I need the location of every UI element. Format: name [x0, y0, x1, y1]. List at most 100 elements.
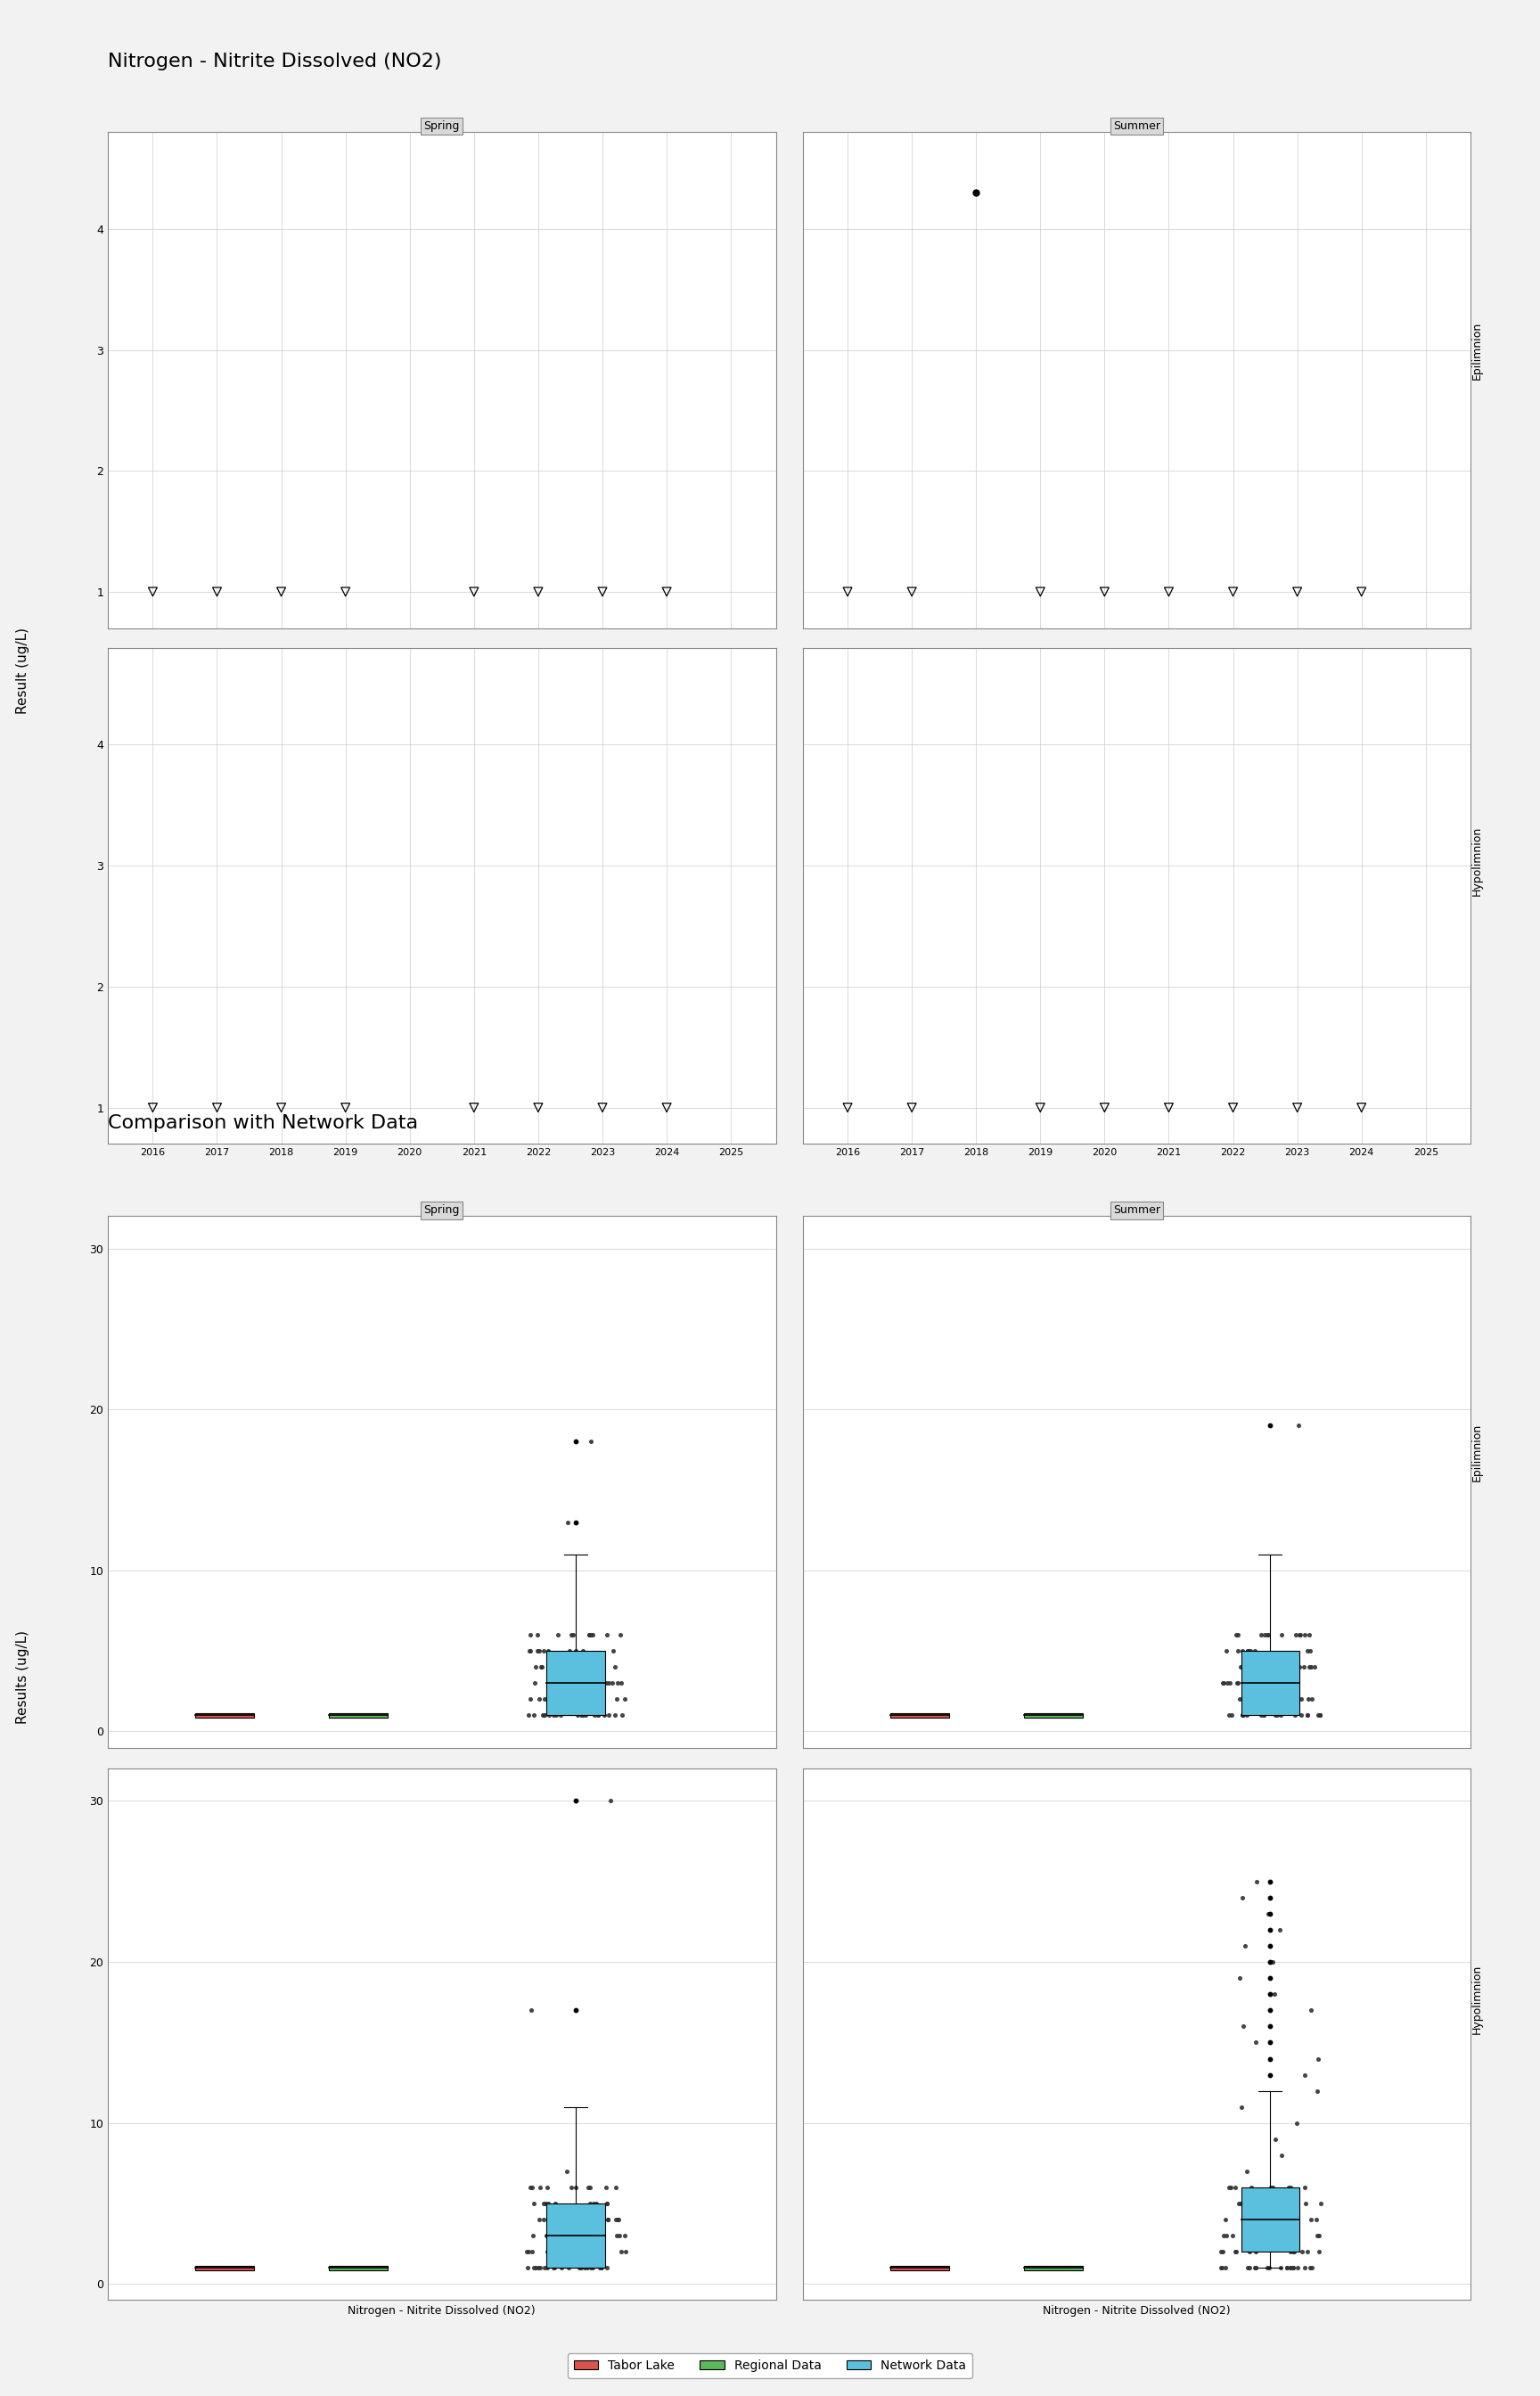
- Point: [1221, 573, 1246, 611]
- Point: [1232, 2216, 1257, 2255]
- Point: [1277, 2200, 1301, 2238]
- Point: [556, 2216, 581, 2255]
- Point: [1214, 1632, 1238, 1670]
- Point: [1258, 1895, 1283, 1934]
- Point: [565, 1648, 590, 1687]
- Point: [522, 1663, 547, 1701]
- Point: [581, 1648, 605, 1687]
- Point: [594, 1615, 619, 1653]
- Point: [542, 2185, 567, 2223]
- Point: [550, 2250, 574, 2288]
- Point: [1244, 2200, 1269, 2238]
- Point: [1306, 1696, 1331, 1735]
- Point: [1230, 1632, 1255, 1670]
- Point: [1255, 1615, 1280, 1653]
- Point: [531, 2250, 556, 2288]
- Point: [1260, 2168, 1284, 2207]
- Text: Result (ug/L): Result (ug/L): [17, 628, 29, 714]
- Point: [1237, 1680, 1261, 1718]
- Point: [1212, 2216, 1237, 2255]
- Point: [517, 1680, 542, 1718]
- Point: [1230, 1696, 1255, 1735]
- Point: [1258, 2056, 1283, 2094]
- Point: [607, 2216, 631, 2255]
- Point: [1234, 1926, 1258, 1965]
- Point: [270, 1088, 294, 1126]
- Point: [1217, 1696, 1241, 1735]
- Point: [1235, 1632, 1260, 1670]
- Point: [1300, 2250, 1324, 2288]
- Point: [588, 2250, 613, 2288]
- Point: [1281, 2250, 1306, 2288]
- Point: [581, 2250, 605, 2288]
- Point: [1261, 1663, 1286, 1701]
- Point: [1246, 1663, 1270, 1701]
- Point: [613, 1680, 638, 1718]
- Point: [1243, 2233, 1267, 2271]
- Point: [554, 2233, 579, 2271]
- Point: [1224, 1663, 1249, 1701]
- Bar: [1241, 1651, 1300, 1716]
- Point: [578, 1615, 602, 1653]
- Point: [1243, 2200, 1267, 2238]
- Point: [1249, 1615, 1274, 1653]
- Text: Epilimnion: Epilimnion: [1472, 321, 1483, 381]
- Title: Summer: Summer: [1113, 1205, 1160, 1217]
- Point: [568, 1696, 593, 1735]
- Point: [1237, 2250, 1261, 2288]
- Point: [584, 2216, 608, 2255]
- Point: [1230, 1696, 1255, 1735]
- Point: [578, 2185, 602, 2223]
- Point: [579, 1423, 604, 1462]
- Point: [608, 2233, 633, 2271]
- Point: [556, 1502, 581, 1541]
- Bar: [1024, 1713, 1083, 1718]
- Point: [516, 2250, 541, 2288]
- Point: [1255, 1895, 1280, 1934]
- Point: [541, 1696, 565, 1735]
- Text: Results (ug/L): Results (ug/L): [17, 1629, 29, 1725]
- Point: [1275, 2250, 1300, 2288]
- Bar: [1241, 2188, 1300, 2252]
- Point: [1258, 1926, 1283, 1965]
- Point: [1229, 2087, 1254, 2125]
- Point: [559, 2168, 584, 2207]
- Point: [564, 1783, 588, 1821]
- Point: [1274, 1648, 1298, 1687]
- Point: [1258, 1406, 1283, 1445]
- Point: [602, 1696, 627, 1735]
- Point: [1250, 2185, 1275, 2223]
- Point: [594, 2250, 619, 2288]
- Point: [1258, 2008, 1283, 2046]
- Point: [1244, 1862, 1269, 1900]
- Point: [565, 1680, 590, 1718]
- Point: [1258, 1960, 1283, 1998]
- Point: [613, 2216, 638, 2255]
- Text: Epilimnion: Epilimnion: [1472, 1423, 1483, 1481]
- Point: [581, 2233, 605, 2271]
- Point: [1218, 2168, 1243, 2207]
- Point: [1029, 1088, 1053, 1126]
- Point: [587, 1696, 611, 1735]
- Point: [1292, 2168, 1317, 2207]
- Bar: [330, 2267, 388, 2271]
- Point: [1209, 2250, 1234, 2288]
- Point: [1243, 1632, 1267, 1670]
- Point: [1263, 2120, 1287, 2159]
- Point: [588, 2250, 613, 2288]
- Point: [1244, 1648, 1269, 1687]
- Point: [333, 1088, 357, 1126]
- Point: [1029, 573, 1053, 611]
- Point: [613, 2233, 638, 2271]
- Point: [1235, 2250, 1260, 2288]
- Point: [568, 2250, 593, 2288]
- Point: [528, 2168, 553, 2207]
- Point: [581, 1648, 605, 1687]
- Point: [536, 2168, 561, 2207]
- Point: [1304, 2200, 1329, 2238]
- Point: [1274, 2250, 1298, 2288]
- Point: [608, 1615, 633, 1653]
- Point: [571, 2250, 596, 2288]
- Point: [140, 573, 165, 611]
- Point: [582, 2200, 607, 2238]
